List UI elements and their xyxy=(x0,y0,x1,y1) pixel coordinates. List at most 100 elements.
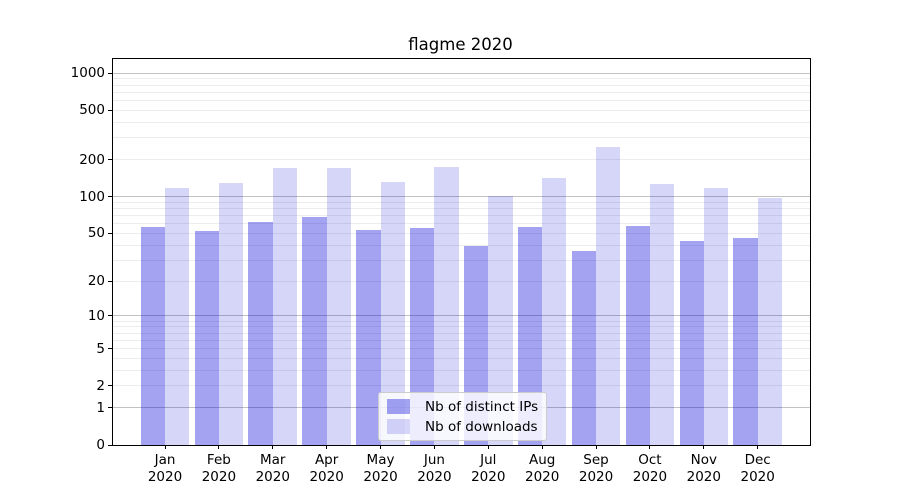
y-tick-500 xyxy=(108,109,112,111)
y-tick-2 xyxy=(108,385,112,387)
bar-distinct-ips-jan xyxy=(140,227,165,445)
plot-area: Nb of distinct IPs Nb of downloads xyxy=(112,58,811,446)
legend-label-distinct-ips: Nb of distinct IPs xyxy=(425,398,539,415)
chart-title: flagme 2020 xyxy=(408,35,513,54)
y-tick-0 xyxy=(108,444,112,446)
legend: Nb of distinct IPs Nb of downloads xyxy=(378,392,548,441)
bar-downloads-jan xyxy=(165,188,190,445)
x-tick-mar xyxy=(272,445,274,449)
x-tick-label-may: May 2020 xyxy=(363,452,398,485)
x-tick-label-dec: Dec 2020 xyxy=(740,452,775,485)
x-tick-label-jul: Jul 2020 xyxy=(471,452,506,485)
major-gridline xyxy=(113,196,810,198)
minor-gridline xyxy=(113,207,810,209)
y-tick-50 xyxy=(108,232,112,234)
major-gridline xyxy=(113,72,810,74)
minor-gridline xyxy=(113,385,810,387)
x-tick-label-feb: Feb 2020 xyxy=(201,452,237,485)
minor-gridline xyxy=(113,320,810,322)
y-tick-20 xyxy=(108,280,112,282)
x-tick-feb xyxy=(218,445,220,449)
x-tick-aug xyxy=(541,445,543,449)
y-tick-100 xyxy=(108,196,112,198)
minor-gridline xyxy=(113,215,810,217)
y-tick-10 xyxy=(108,315,112,317)
legend-swatch-distinct-ips xyxy=(387,399,410,414)
x-tick-dec xyxy=(757,445,759,449)
bar-distinct-ips-feb xyxy=(194,231,219,445)
minor-gridline xyxy=(113,137,810,139)
minor-gridline xyxy=(113,121,810,123)
legend-item-downloads: Nb of downloads xyxy=(387,417,538,436)
minor-gridline xyxy=(113,332,810,334)
y-tick-label-100: 100 xyxy=(79,188,105,205)
bar-downloads-oct xyxy=(649,183,675,445)
x-tick-label-apr: Apr 2020 xyxy=(309,452,344,485)
y-tick-label-0: 0 xyxy=(96,437,105,453)
x-tick-sep xyxy=(595,445,597,449)
x-tick-label-jun: Jun 2020 xyxy=(417,452,452,485)
x-tick-nov xyxy=(703,445,705,449)
bar-distinct-ips-sep xyxy=(571,250,597,445)
minor-gridline xyxy=(113,84,810,86)
y-tick-label-1: 1 xyxy=(96,399,105,416)
x-tick-oct xyxy=(649,445,651,449)
y-tick-1000 xyxy=(108,72,112,74)
bar-distinct-ips-nov xyxy=(679,241,704,445)
x-tick-label-oct: Oct 2020 xyxy=(632,452,668,485)
x-tick-apr xyxy=(326,445,328,449)
y-tick-label-1000: 1000 xyxy=(70,65,105,82)
legend-label-downloads: Nb of downloads xyxy=(425,418,538,435)
x-tick-jun xyxy=(433,445,435,449)
minor-gridline xyxy=(113,244,810,246)
minor-gridline xyxy=(113,78,810,80)
bar-distinct-ips-may xyxy=(356,230,381,445)
x-tick-may xyxy=(380,445,382,449)
minor-gridline xyxy=(113,91,810,93)
y-tick-label-10: 10 xyxy=(87,307,105,324)
minor-gridline xyxy=(113,109,810,111)
bar-downloads-feb xyxy=(218,183,244,445)
minor-gridline xyxy=(113,326,810,328)
x-tick-jan xyxy=(164,445,166,449)
legend-swatch-downloads xyxy=(387,419,410,434)
y-tick-1 xyxy=(108,407,112,409)
minor-gridline xyxy=(113,201,810,203)
bar-downloads-dec xyxy=(757,198,782,445)
y-tick-label-2: 2 xyxy=(96,377,105,394)
bar-downloads-mar xyxy=(272,168,298,445)
bar-distinct-ips-apr xyxy=(302,217,327,445)
x-tick-label-mar: Mar 2020 xyxy=(255,452,290,485)
minor-gridline xyxy=(113,369,810,371)
x-tick-jul xyxy=(487,445,489,449)
y-tick-5 xyxy=(108,348,112,350)
y-tick-label-500: 500 xyxy=(79,102,105,119)
minor-gridline xyxy=(113,339,810,341)
y-tick-label-50: 50 xyxy=(87,225,105,242)
minor-gridline xyxy=(113,232,810,234)
x-tick-label-aug: Aug 2020 xyxy=(524,452,560,485)
y-tick-200 xyxy=(108,159,112,161)
minor-gridline xyxy=(113,357,810,359)
y-tick-label-200: 200 xyxy=(79,151,105,168)
minor-gridline xyxy=(113,100,810,102)
y-tick-label-5: 5 xyxy=(96,340,105,357)
minor-gridline xyxy=(113,223,810,225)
bar-downloads-nov xyxy=(703,188,729,445)
minor-gridline xyxy=(113,348,810,350)
x-tick-label-sep: Sep 2020 xyxy=(578,452,614,485)
minor-gridline xyxy=(113,259,810,261)
bar-downloads-apr xyxy=(326,168,351,445)
major-gridline xyxy=(113,315,810,317)
bar-distinct-ips-mar xyxy=(248,221,273,445)
minor-gridline xyxy=(113,280,810,282)
bars-layer xyxy=(113,59,810,445)
legend-item-distinct-ips: Nb of distinct IPs xyxy=(387,397,538,416)
x-tick-label-jan: Jan 2020 xyxy=(147,452,183,485)
bar-downloads-sep xyxy=(596,147,621,445)
bar-distinct-ips-dec xyxy=(733,237,758,445)
x-tick-label-nov: Nov 2020 xyxy=(686,452,721,485)
bar-distinct-ips-oct xyxy=(625,226,650,445)
y-tick-label-20: 20 xyxy=(87,273,105,290)
